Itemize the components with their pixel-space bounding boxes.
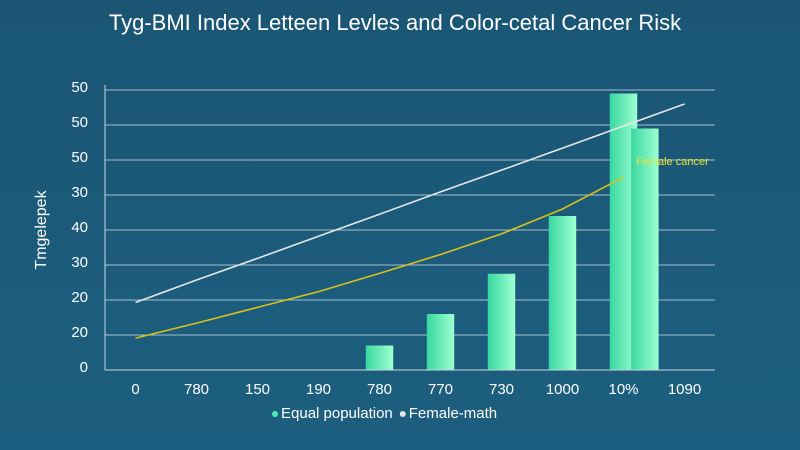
bar	[426, 314, 455, 370]
bar	[487, 273, 516, 370]
chart-title: Tyg-BMI Index Letteen Levles and Color-c…	[109, 10, 682, 35]
y-tick-label: 50	[71, 149, 88, 166]
y-tick-label: 40	[71, 219, 88, 236]
legend-label: Equal population	[281, 405, 393, 422]
annotation: Female cancer	[636, 156, 709, 168]
bar	[631, 128, 659, 370]
x-tick-label: 1000	[546, 381, 579, 398]
y-axis-label: Tmgelepek	[33, 189, 50, 269]
legend-marker	[399, 411, 406, 417]
bar	[548, 216, 577, 370]
x-tick-label: 780	[184, 381, 209, 398]
x-tick-label: 190	[306, 381, 331, 398]
legend-marker	[272, 411, 278, 417]
bar	[365, 345, 394, 370]
y-tick-label: 50	[71, 114, 88, 131]
line	[135, 176, 624, 339]
x-tick-label: 0	[131, 381, 139, 398]
x-tick-label: 1090	[668, 381, 701, 398]
y-tick-label: 30	[71, 254, 88, 271]
x-tick-label: 150	[245, 381, 270, 398]
y-tick-label: 20	[71, 289, 88, 306]
x-tick-label: 10%	[608, 381, 638, 398]
line	[135, 103, 685, 304]
y-tick-label: 50	[71, 79, 88, 96]
x-tick-label: 730	[489, 381, 514, 398]
y-tick-label: 20	[71, 324, 88, 341]
x-tick-label: 780	[367, 381, 392, 398]
y-tick-label: 30	[71, 184, 88, 201]
x-tick-label: 770	[428, 381, 453, 398]
legend-label: Female-math	[409, 405, 497, 422]
y-tick-label: 0	[80, 359, 88, 376]
